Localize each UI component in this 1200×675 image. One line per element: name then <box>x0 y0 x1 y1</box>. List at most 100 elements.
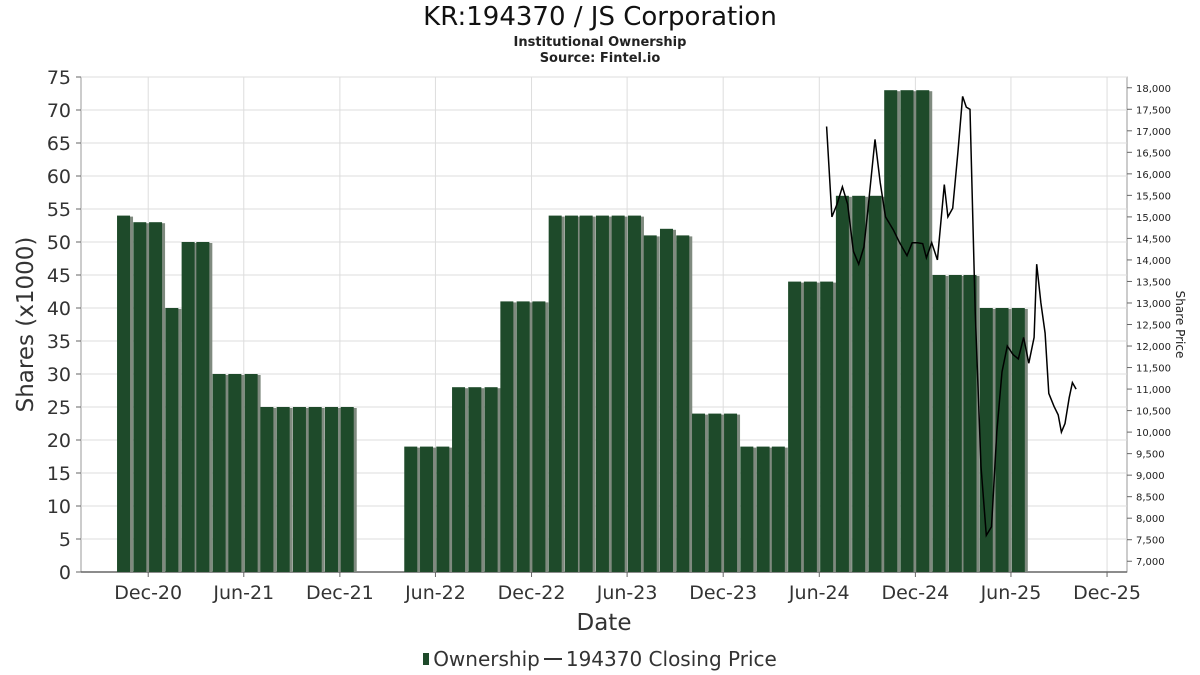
bar <box>149 222 166 572</box>
x-axis-ticks: Dec-20 Jun-21 Dec-21 Jun-22 Dec-22 Jun-23 Dec-… <box>114 572 1141 604</box>
bar-fill <box>692 413 706 572</box>
bar-fill <box>708 413 722 572</box>
bar-fill <box>611 215 625 572</box>
y-tick-label: 60 <box>47 166 71 188</box>
bar <box>420 446 437 572</box>
y-tick-label: 55 <box>47 199 71 221</box>
y-tick-label: 30 <box>47 364 71 386</box>
price-line <box>825 96 1077 538</box>
bar-fill <box>740 446 754 572</box>
bar-fill <box>916 90 930 572</box>
bar-fill <box>900 90 914 572</box>
y2-tick-label: 8,500 <box>1136 493 1165 504</box>
bar <box>740 446 757 572</box>
bar <box>500 301 517 572</box>
bar <box>771 446 788 572</box>
bar-fill <box>659 228 673 573</box>
bar-fill <box>133 222 147 572</box>
bar-fill <box>963 275 977 572</box>
x-tick-label: Dec-20 <box>114 582 182 604</box>
y2-tick-label: 11,000 <box>1136 385 1171 396</box>
y-axis-label: Shares (x1000) <box>13 237 39 413</box>
legend: Ownership 194370 Closing Price <box>0 647 1200 671</box>
y2-tick-label: 11,500 <box>1136 364 1171 375</box>
bar-fill <box>260 407 274 572</box>
y-tick-label: 50 <box>47 232 71 254</box>
bar <box>724 413 741 572</box>
y-tick-label: 15 <box>47 463 71 485</box>
bar-fill <box>627 215 641 572</box>
y2-tick-label: 12,000 <box>1136 342 1171 353</box>
bar <box>820 281 837 572</box>
x-tick-label: Dec-22 <box>498 582 566 604</box>
bar-fill <box>500 301 514 572</box>
bar <box>627 215 644 572</box>
y2-tick-label: 10,000 <box>1136 428 1171 439</box>
bar <box>708 413 725 572</box>
chart-source: Source: Fintel.io <box>539 51 661 66</box>
bar <box>452 387 469 572</box>
y-tick-label: 40 <box>47 298 71 320</box>
bar-fill <box>979 308 993 572</box>
bar-fill <box>276 407 290 572</box>
bar <box>884 90 901 572</box>
x-tick-label: Jun-23 <box>596 582 658 604</box>
bar <box>756 446 773 572</box>
y2-tick-label: 9,000 <box>1136 471 1165 482</box>
bar <box>484 387 501 572</box>
y-tick-label: 75 <box>47 67 71 89</box>
bar-fill <box>420 446 434 572</box>
bar-fill <box>579 215 593 572</box>
y2-tick-label: 16,000 <box>1136 170 1171 181</box>
bar <box>404 446 421 572</box>
bar <box>324 407 341 572</box>
bar <box>995 308 1012 572</box>
bar <box>963 275 980 572</box>
bar <box>165 308 182 572</box>
bar-fill <box>404 446 418 572</box>
y2-tick-label: 14,000 <box>1136 256 1171 267</box>
bar-fill <box>595 215 609 572</box>
bar-fill <box>756 446 770 572</box>
bar-fill <box>165 308 179 572</box>
x-tick-label: Jun-25 <box>980 582 1042 604</box>
bar-fill <box>228 374 242 572</box>
bar <box>468 387 485 572</box>
bar <box>196 242 213 572</box>
legend-price-swatch <box>543 658 562 660</box>
y-tick-label: 10 <box>47 496 71 518</box>
bar-fill <box>724 413 738 572</box>
bar-fill <box>643 235 657 572</box>
bar-fill <box>452 387 466 572</box>
bar <box>244 374 261 572</box>
bar <box>308 407 325 572</box>
y-tick-label: 45 <box>47 265 71 287</box>
bar-fill <box>117 215 131 572</box>
bar <box>900 90 917 572</box>
x-tick-label: Dec-21 <box>306 582 374 604</box>
y-tick-label: 35 <box>47 331 71 353</box>
bar <box>276 407 293 572</box>
bar <box>676 235 693 572</box>
legend-ownership-swatch <box>423 653 430 665</box>
bar-fill <box>884 90 898 572</box>
bar <box>948 275 965 572</box>
bar-fill <box>564 215 578 572</box>
bar-fill <box>932 275 946 572</box>
x-tick-label: Dec-25 <box>1073 582 1141 604</box>
y2-tick-label: 13,500 <box>1136 277 1171 288</box>
bar <box>181 242 198 572</box>
bar <box>260 407 277 572</box>
y2-tick-label: 7,500 <box>1136 536 1165 547</box>
x-tick-label: Dec-23 <box>689 582 757 604</box>
bar-fill <box>516 301 530 572</box>
y2-tick-label: 8,000 <box>1136 514 1165 525</box>
bar <box>532 301 549 572</box>
bar-fill <box>771 446 785 572</box>
legend-ownership-label: Ownership <box>433 647 540 671</box>
bar-fill <box>548 215 562 572</box>
bar-fill <box>324 407 338 572</box>
x-axis-label: Date <box>577 610 632 636</box>
bar <box>643 235 660 572</box>
bar-fill <box>244 374 258 572</box>
